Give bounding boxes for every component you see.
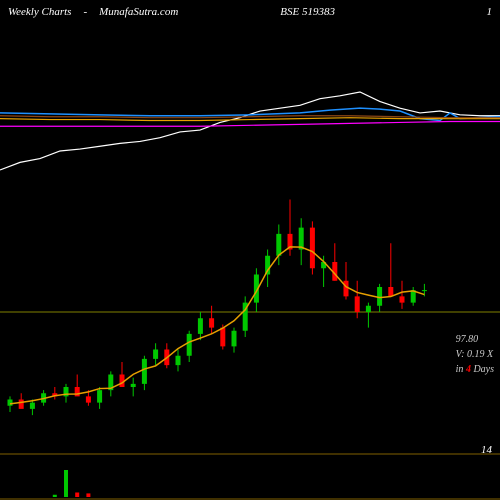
volume-text: V: 0.19 X bbox=[456, 347, 494, 362]
header-right-label: 1 bbox=[487, 6, 493, 18]
chart-svg bbox=[0, 22, 500, 500]
volume-panel-label: 14 bbox=[481, 444, 492, 456]
last-price: 97.80 bbox=[456, 332, 494, 347]
site-name: MunafaSutra.com bbox=[99, 6, 178, 18]
chart-title: Weekly Charts bbox=[8, 6, 71, 18]
header-left: Weekly Charts - MunafaSutra.com BSE 5193… bbox=[8, 6, 335, 18]
chart-area: 97.80 V: 0.19 X in 4 Days 14 bbox=[0, 22, 500, 500]
days-text: in 4 Days bbox=[456, 362, 494, 377]
chart-header: Weekly Charts - MunafaSutra.com BSE 5193… bbox=[0, 0, 500, 22]
separator: - bbox=[83, 6, 87, 18]
ticker-label: BSE 519383 bbox=[280, 6, 335, 18]
price-info-box: 97.80 V: 0.19 X in 4 Days bbox=[456, 332, 494, 377]
